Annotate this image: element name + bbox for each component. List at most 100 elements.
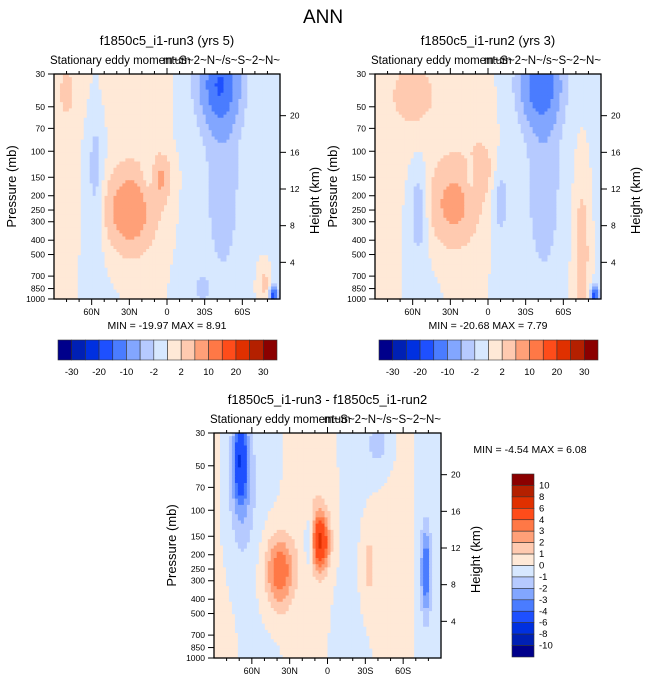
contour-cell: [190, 127, 195, 131]
contour-cell: [244, 158, 248, 163]
contour-cell: [265, 133, 269, 138]
contour-cell: [68, 120, 73, 125]
contour-cell: [122, 77, 126, 81]
contour-cell: [59, 77, 64, 81]
contour-cell: [137, 161, 141, 166]
contour-cell: [211, 74, 216, 78]
contour-cell: [116, 111, 121, 116]
contour-cell: [56, 117, 61, 122]
contour-cell: [256, 92, 260, 97]
contour-cell: [232, 86, 236, 91]
contour-cell: [167, 149, 171, 153]
contour-cell: [104, 136, 109, 141]
contour-cell: [59, 130, 64, 134]
contour-cell: [119, 83, 123, 88]
contour-cell: [253, 155, 257, 159]
contour-cell: [125, 83, 129, 88]
contour-cell: [158, 130, 162, 134]
contour-cell: [59, 108, 64, 113]
contour-cell: [65, 127, 70, 131]
contour-cell: [241, 114, 245, 119]
contour-cell: [193, 111, 198, 116]
contour-cell: [271, 155, 275, 159]
contour-cell: [262, 142, 266, 147]
contour-cell: [169, 111, 174, 116]
contour-cell: [71, 102, 76, 106]
contour-cell: [271, 127, 275, 131]
contour-cell: [190, 145, 195, 150]
contour-cell: [77, 158, 82, 163]
contour-cell: [104, 99, 109, 103]
contour-cell: [247, 120, 251, 125]
contour-cell: [241, 105, 245, 109]
contour-cell: [202, 89, 207, 94]
contour-cell: [235, 152, 239, 156]
contour-cell: [184, 152, 189, 156]
contour-cell: [128, 120, 132, 125]
contour-cell: [235, 155, 239, 159]
contour-cell: [128, 92, 132, 97]
contour-cell: [238, 120, 242, 125]
contour-cell: [74, 133, 79, 138]
contour-cell: [131, 95, 135, 100]
contour-cell: [104, 102, 109, 106]
contour-cell: [193, 102, 198, 106]
contour-cell: [250, 136, 254, 141]
contour-cell: [89, 86, 94, 91]
contour-cell: [253, 117, 257, 122]
contour-cell: [232, 80, 236, 84]
contour-cell: [223, 152, 228, 156]
contour-cell: [107, 117, 112, 122]
contour-cell: [71, 130, 76, 134]
contour-cell: [277, 142, 281, 147]
contour-cell: [149, 139, 153, 144]
contour-cell: [59, 136, 64, 141]
contour-cell: [152, 86, 156, 91]
contour-cell: [95, 77, 100, 81]
contour-cell: [223, 136, 228, 141]
contour-cell: [247, 139, 251, 144]
contour-cell: [220, 142, 225, 147]
contour-cell: [253, 74, 257, 78]
contour-cell: [199, 89, 204, 94]
contour-cell: [190, 142, 195, 147]
contour-cell: [175, 95, 180, 100]
contour-cell: [107, 155, 112, 159]
contour-cell: [190, 117, 195, 122]
contour-cell: [238, 111, 242, 116]
contour-cell: [125, 161, 129, 166]
contour-cell: [226, 117, 231, 122]
contour-cell: [247, 152, 251, 156]
contour-cell: [214, 133, 219, 138]
contour-cell: [95, 108, 100, 113]
contour-cell: [62, 124, 67, 128]
contour-cell: [80, 86, 85, 91]
contour-cell: [235, 92, 239, 97]
contour-cell: [244, 114, 248, 119]
contour-cell: [104, 142, 109, 147]
contour-cell: [122, 105, 126, 109]
contour-cell: [184, 80, 189, 84]
contour-cell: [265, 161, 269, 166]
contour-cell: [155, 117, 159, 122]
contour-cell: [277, 74, 281, 78]
contour-cell: [226, 161, 231, 166]
contour-cell: [217, 80, 222, 84]
contour-cell: [92, 105, 97, 109]
contour-cell: [140, 89, 144, 94]
contour-cell: [220, 80, 225, 84]
contour-cell: [190, 80, 195, 84]
contour-cell: [178, 130, 183, 134]
contour-cell: [190, 102, 195, 106]
contour-cell: [223, 142, 228, 147]
contour-cell: [178, 114, 183, 119]
contour-cell: [277, 108, 281, 113]
contour-cell: [152, 136, 156, 141]
contour-cell: [86, 161, 91, 166]
contour-cell: [77, 102, 82, 106]
contour-cell: [262, 80, 266, 84]
contour-cell: [175, 149, 180, 153]
contour-cell: [140, 155, 144, 159]
contour-cell: [128, 133, 132, 138]
page-title: ANN: [303, 7, 343, 28]
